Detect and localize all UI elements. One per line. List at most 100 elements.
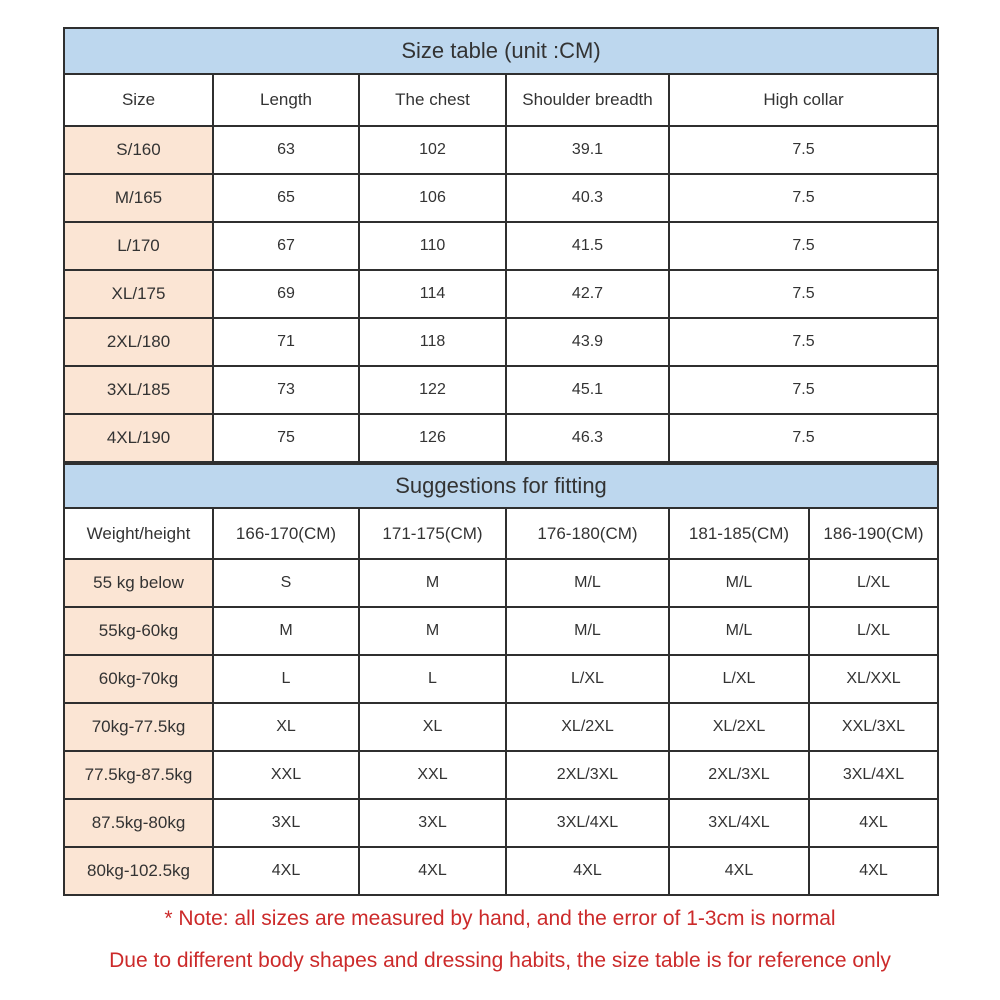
value-cell: 3XL (358, 798, 507, 848)
value-cell: 7.5 (667, 221, 940, 271)
fitting-table-col-header: 181-185(CM) (668, 507, 810, 560)
size-table: Size table (unit :CM) Size Length The ches… (62, 27, 940, 463)
value-cell: M (212, 606, 360, 656)
value-cell: XL (358, 702, 507, 752)
value-cell: 67 (212, 221, 360, 271)
table-row: 4XL/190 75 126 46.3 7.5 (63, 413, 940, 463)
value-cell: 4XL (358, 846, 507, 896)
size-table-header-row: Size Length The chest Shoulder breadth High … (63, 73, 940, 127)
size-table-title: Size table (unit :CM) (62, 27, 940, 75)
value-cell: 3XL (212, 798, 360, 848)
row-label-cell: 55kg-60kg (63, 606, 214, 656)
row-label-cell: 80kg-102.5kg (63, 846, 214, 896)
value-cell: M/L (668, 558, 810, 608)
value-cell: 7.5 (667, 125, 940, 175)
row-label-cell: M/165 (63, 173, 214, 223)
value-cell: L (212, 654, 360, 704)
value-cell: XXL (212, 750, 360, 800)
value-cell: 106 (358, 173, 507, 223)
footnote-line-1: * Note: all sizes are measured by hand, … (164, 907, 836, 930)
table-row: 3XL/185 73 122 45.1 7.5 (63, 365, 940, 415)
size-table-col-header: Length (212, 73, 360, 127)
value-cell: M (358, 558, 507, 608)
value-cell: XL/XXL (807, 654, 940, 704)
value-cell: 118 (358, 317, 507, 367)
row-label-cell: S/160 (63, 125, 214, 175)
value-cell: L/XL (807, 606, 940, 656)
value-cell: 3XL/4XL (807, 750, 940, 800)
value-cell: 42.7 (505, 269, 670, 319)
size-table-col-header: High collar (667, 73, 940, 127)
value-cell: 2XL/3XL (505, 750, 670, 800)
value-cell: 4XL (668, 846, 810, 896)
value-cell: 73 (212, 365, 360, 415)
value-cell: 110 (358, 221, 507, 271)
size-table-title-row: Size table (unit :CM) (62, 27, 940, 75)
row-label-cell: 3XL/185 (63, 365, 214, 415)
fitting-table-title: Suggestions for fitting (62, 463, 940, 509)
fitting-table-col-header: 166-170(CM) (212, 507, 360, 560)
table-row: 87.5kg-80kg 3XL 3XL 3XL/4XL 3XL/4XL 4XL (63, 798, 940, 848)
value-cell: 65 (212, 173, 360, 223)
value-cell: 7.5 (667, 269, 940, 319)
value-cell: XL (212, 702, 360, 752)
value-cell: 43.9 (505, 317, 670, 367)
value-cell: 3XL/4XL (668, 798, 810, 848)
table-row: 60kg-70kg L L L/XL L/XL XL/XXL (63, 654, 940, 704)
value-cell: XXL (358, 750, 507, 800)
size-table-col-header: Shoulder breadth (505, 73, 670, 127)
fitting-table-body: 55 kg below S M M/L M/L L/XL 55kg-60kg M M M/L M/L… (63, 558, 940, 896)
row-label-cell: 87.5kg-80kg (63, 798, 214, 848)
table-row: M/165 65 106 40.3 7.5 (63, 173, 940, 223)
value-cell: 4XL (505, 846, 670, 896)
fitting-table-col-header: 176-180(CM) (505, 507, 670, 560)
row-label-cell: 60kg-70kg (63, 654, 214, 704)
value-cell: 7.5 (667, 173, 940, 223)
fitting-table-col-header: 186-190(CM) (807, 507, 940, 560)
size-chart-sheet: Size table (unit :CM) Size Length The ches… (62, 27, 940, 896)
value-cell: 7.5 (667, 413, 940, 463)
value-cell: 7.5 (667, 317, 940, 367)
value-cell: L/XL (505, 654, 670, 704)
value-cell: 4XL (212, 846, 360, 896)
value-cell: L/XL (668, 654, 810, 704)
value-cell: 126 (358, 413, 507, 463)
value-cell: 71 (212, 317, 360, 367)
value-cell: L/XL (807, 558, 940, 608)
table-row: XL/175 69 114 42.7 7.5 (63, 269, 940, 319)
table-row: 55kg-60kg M M M/L M/L L/XL (63, 606, 940, 656)
table-row: L/170 67 110 41.5 7.5 (63, 221, 940, 271)
size-table-col-header: The chest (358, 73, 507, 127)
fitting-table-col-header: 171-175(CM) (358, 507, 507, 560)
value-cell: 4XL (807, 846, 940, 896)
value-cell: M (358, 606, 507, 656)
value-cell: 45.1 (505, 365, 670, 415)
value-cell: 2XL/3XL (668, 750, 810, 800)
table-row: 77.5kg-87.5kg XXL XXL 2XL/3XL 2XL/3XL 3XL/4XL (63, 750, 940, 800)
value-cell: 39.1 (505, 125, 670, 175)
value-cell: M/L (505, 606, 670, 656)
table-row: 2XL/180 71 118 43.9 7.5 (63, 317, 940, 367)
value-cell: 75 (212, 413, 360, 463)
fitting-table-title-row: Suggestions for fitting (62, 463, 940, 509)
value-cell: 122 (358, 365, 507, 415)
value-cell: L (358, 654, 507, 704)
row-label-cell: XL/175 (63, 269, 214, 319)
value-cell: 46.3 (505, 413, 670, 463)
value-cell: M/L (668, 606, 810, 656)
row-label-cell: L/170 (63, 221, 214, 271)
table-row: 70kg-77.5kg XL XL XL/2XL XL/2XL XXL/3XL (63, 702, 940, 752)
value-cell: M/L (505, 558, 670, 608)
value-cell: 69 (212, 269, 360, 319)
table-row: 55 kg below S M M/L M/L L/XL (63, 558, 940, 608)
row-label-cell: 77.5kg-87.5kg (63, 750, 214, 800)
value-cell: XL/2XL (505, 702, 670, 752)
size-table-col-header: Size (63, 73, 214, 127)
fitting-table: Suggestions for fitting Weight/height 166… (62, 463, 940, 896)
size-table-body: S/160 63 102 39.1 7.5 M/165 65 106 40.3 7.5 L/170 6… (63, 125, 940, 463)
value-cell: 102 (358, 125, 507, 175)
table-row: 80kg-102.5kg 4XL 4XL 4XL 4XL 4XL (63, 846, 940, 896)
value-cell: 4XL (807, 798, 940, 848)
footnote-line-2: Due to different body shapes and dressin… (109, 949, 891, 972)
footnotes: * Note: all sizes are measured by hand, … (0, 898, 1000, 982)
